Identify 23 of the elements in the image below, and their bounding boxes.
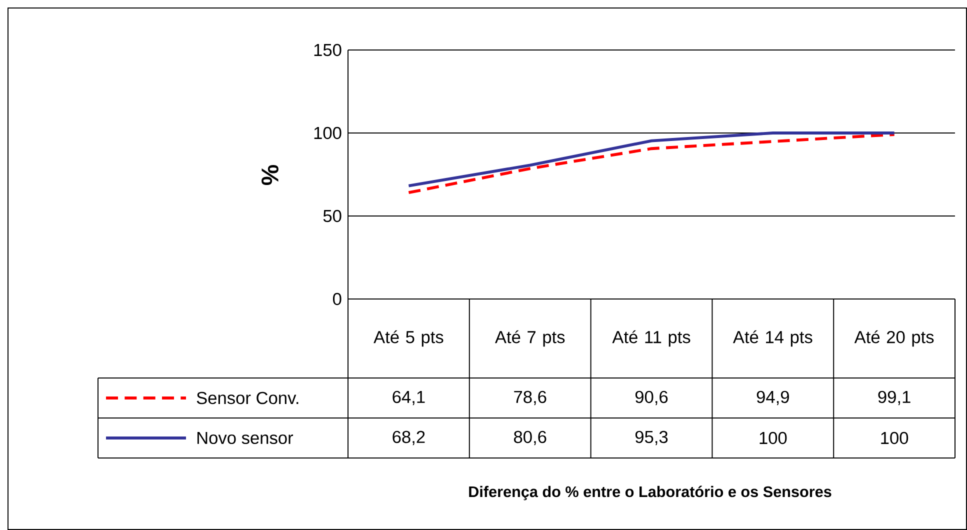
y-tick-label: 150: [314, 44, 342, 56]
x-tick-label: Até 7 pts: [494, 330, 565, 347]
data-label: 100: [760, 432, 787, 444]
x-tick-label: Até 14 pts: [732, 330, 812, 347]
data-label: 95,3: [635, 430, 668, 446]
data-label: 78,6: [514, 390, 546, 406]
legend-label: Sensor Conv.: [196, 392, 298, 404]
x-tick-label: Até 11 pts: [612, 330, 690, 347]
legend-label: Novo sensor: [197, 432, 294, 444]
data-label: 90,6: [635, 390, 668, 406]
data-label: 99,1: [878, 390, 910, 406]
data-label: 100: [881, 432, 908, 444]
x-tick-label: Até 20 pts: [854, 330, 934, 347]
x-tick-label: Até 5 pts: [374, 330, 444, 347]
data-label: 80,6: [514, 430, 546, 446]
y-tick-label: 0: [332, 292, 342, 306]
y-tick-label: 100: [314, 126, 342, 140]
text: Diferença do % entre o Laboratório e os Sensores: [469, 486, 832, 500]
data-label: 94,9: [756, 390, 789, 406]
data-label: 68,2: [392, 430, 425, 446]
y-axis-title: %: [262, 164, 278, 186]
y-tick-label: 50: [323, 210, 342, 222]
data-label: 64,1: [392, 390, 425, 406]
